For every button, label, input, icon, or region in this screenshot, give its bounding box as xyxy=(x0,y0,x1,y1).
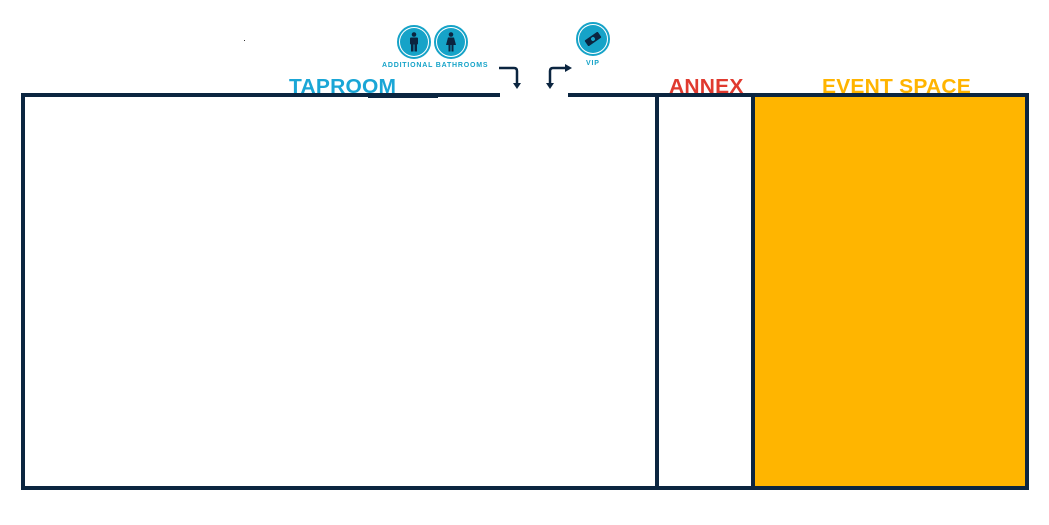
annex-area[interactable] xyxy=(659,97,751,486)
additional-bathrooms-label: ADDITIONAL BATHROOMS xyxy=(382,62,489,69)
bent-arrow-down-icon xyxy=(499,66,519,84)
arrow-head-vip-down xyxy=(546,83,554,89)
man-figure xyxy=(410,32,418,52)
stray-dot xyxy=(244,40,245,41)
event-space-area[interactable] xyxy=(754,95,1027,488)
ticket-icon[interactable] xyxy=(576,22,610,56)
woman-icon[interactable] xyxy=(434,25,468,59)
vip-label: VIP xyxy=(586,60,600,67)
bent-arrow-down-icon xyxy=(548,66,568,84)
woman-figure xyxy=(446,32,456,52)
taproom-area[interactable] xyxy=(25,97,655,486)
ticket-shape xyxy=(584,32,602,46)
man-icon[interactable] xyxy=(397,25,431,59)
annex-label: ANNEX xyxy=(669,76,744,98)
arrow-head-bathrooms xyxy=(513,83,521,89)
taproom-label: TAPROOM xyxy=(289,76,397,98)
event-space-label: EVENT SPACE xyxy=(822,76,971,98)
arrow-head-vip-up xyxy=(565,64,572,72)
